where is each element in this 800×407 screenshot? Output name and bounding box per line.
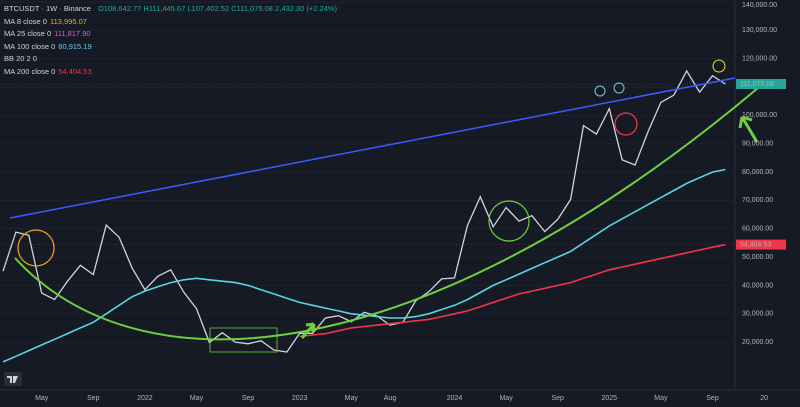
x-tick-label: 2024 bbox=[447, 395, 463, 402]
circle-marker bbox=[712, 59, 726, 73]
y-tick-label: 20,000.00 bbox=[742, 339, 773, 346]
y-tick-label: 60,000.00 bbox=[742, 226, 773, 233]
circle-marker bbox=[613, 82, 625, 94]
ohlc: O108,642.77 H111,445.67 L107,402.52 C111… bbox=[97, 4, 337, 13]
x-tick-label: May bbox=[345, 395, 359, 402]
plot bbox=[0, 1, 735, 363]
y-tick-label: 80,000.00 bbox=[742, 169, 773, 176]
indicator-row: MA 8 close 0 113,995.07 bbox=[4, 16, 340, 29]
y-tick-label: 50,000.00 bbox=[742, 254, 773, 261]
trend-line bbox=[9, 77, 736, 219]
indicator-name: MA 100 close 0 bbox=[4, 41, 56, 51]
indicator-value: 80,915.19 bbox=[58, 41, 92, 51]
price-tag bbox=[736, 239, 786, 250]
indicator-value: 111,817.90 bbox=[54, 29, 91, 38]
x-tick-label: May bbox=[499, 395, 513, 402]
x-tick-label: May bbox=[35, 395, 49, 402]
indicator-row: MA 100 close 0 80,915.19 bbox=[4, 41, 340, 54]
x-tick-label: Sep bbox=[242, 395, 255, 402]
x-tick-label: May bbox=[190, 395, 204, 402]
x-tick-label: 2022 bbox=[137, 395, 153, 402]
series-line bbox=[299, 243, 726, 338]
circle-marker bbox=[488, 200, 530, 242]
series-line bbox=[2, 168, 726, 363]
indicator-row: MA 200 close 0 54,404.53 bbox=[4, 66, 340, 79]
symbol: BTCUSDT · 1W · Binance bbox=[4, 4, 91, 13]
range-box bbox=[209, 327, 278, 353]
price-tag-label: 111,075.08 bbox=[740, 81, 774, 88]
axes: 140,000.00130,000.00120,000.00110,000.00… bbox=[35, 2, 786, 402]
y-tick-label: 120,000.00 bbox=[742, 56, 777, 63]
y-tick-label: 90,000.00 bbox=[742, 141, 773, 148]
price-tag bbox=[736, 78, 786, 89]
indicator-row: BB 20 2 0 bbox=[4, 53, 340, 66]
circle-marker bbox=[594, 85, 606, 97]
arrow bbox=[300, 322, 316, 339]
y-tick-label: 100,000.00 bbox=[742, 112, 777, 119]
x-tick-label: Sep bbox=[551, 395, 564, 402]
indicator-name: MA 25 close 0 bbox=[4, 29, 52, 38]
circle-marker bbox=[614, 112, 638, 136]
symbol-row: BTCUSDT · 1W · Binance O108,642.77 H111,4… bbox=[4, 3, 340, 16]
logo-mark bbox=[7, 376, 18, 383]
indicator-row: MA 25 close 0 111,817.90 bbox=[4, 28, 340, 41]
x-tick-label: Aug bbox=[384, 395, 397, 402]
indicator-name: BB 20 2 0 bbox=[4, 54, 37, 63]
indicator-name: MA 8 close 0 bbox=[4, 16, 47, 26]
drawings bbox=[9, 59, 759, 353]
y-tick-label: 40,000.00 bbox=[742, 282, 773, 289]
y-tick-label: 130,000.00 bbox=[742, 27, 777, 34]
indicator-value: 54,404.53 bbox=[58, 66, 92, 76]
y-tick-label: 30,000.00 bbox=[742, 311, 773, 318]
series-line bbox=[2, 69, 726, 353]
legend-header: BTCUSDT · 1W · Binance O108,642.77 H111,4… bbox=[4, 3, 340, 78]
x-tick-label: Sep bbox=[706, 395, 719, 402]
x-tick-label: 2025 bbox=[602, 395, 618, 402]
x-tick-label: 20 bbox=[760, 395, 768, 402]
x-tick-label: Sep bbox=[87, 395, 100, 402]
circle-marker bbox=[17, 229, 55, 267]
y-tick-label: 70,000.00 bbox=[742, 197, 773, 204]
indicator-name: MA 200 close 0 bbox=[4, 66, 56, 76]
arrow bbox=[738, 115, 759, 143]
indicator-value: 113,995.07 bbox=[49, 16, 87, 26]
y-tick-label: 140,000.00 bbox=[742, 2, 777, 9]
price-tag-label: 54,404.53 bbox=[740, 241, 771, 248]
x-tick-label: May bbox=[654, 395, 668, 402]
x-tick-label: 2023 bbox=[292, 395, 308, 402]
